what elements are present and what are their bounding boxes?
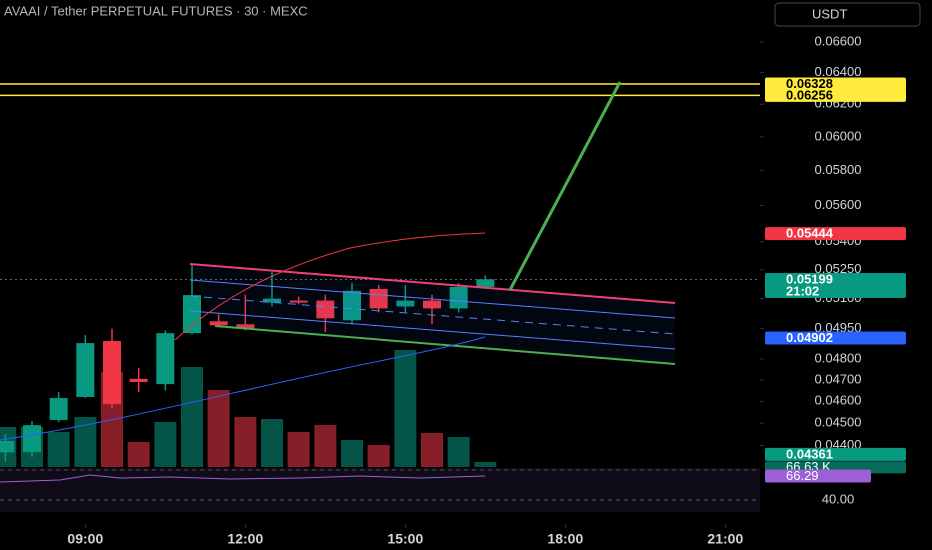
candle-body xyxy=(76,343,95,397)
rsi-band xyxy=(0,468,760,512)
volume-bar xyxy=(447,436,470,467)
rsi-label: 66.29 xyxy=(786,468,819,483)
price-label: 0.05199 xyxy=(786,271,833,286)
y-tick-label: 0.05250 xyxy=(815,261,862,276)
volume-bar xyxy=(234,416,257,467)
y-tick-label: 0.05800 xyxy=(815,162,862,177)
y-tick-label: 0.05600 xyxy=(815,197,862,212)
y-tick-label: 0.04800 xyxy=(815,350,862,365)
currency-box[interactable] xyxy=(774,2,921,27)
candle-body xyxy=(129,378,148,383)
price-label: 0.04902 xyxy=(786,330,833,345)
volume-bar xyxy=(181,366,203,467)
channel-bottom xyxy=(214,325,676,365)
x-tick-label: 09:00 xyxy=(67,531,103,547)
ma-line xyxy=(0,336,486,441)
candle-body xyxy=(396,300,415,307)
y-tick-label: 0.04600 xyxy=(815,393,862,408)
volume-bar xyxy=(341,440,363,467)
currency[interactable]: USDT xyxy=(812,6,847,21)
volume-bar xyxy=(74,416,97,467)
x-tick-label: 21:00 xyxy=(707,531,743,547)
channel-inner xyxy=(189,310,676,350)
volume-bar xyxy=(207,390,230,467)
candle-body xyxy=(23,425,41,453)
volume-bar xyxy=(367,444,390,467)
price-label: 0.04361 xyxy=(786,446,833,461)
price-label: 0.06256 xyxy=(786,87,833,102)
candle-body xyxy=(236,324,255,329)
y-tick-label: 0.06400 xyxy=(815,64,862,79)
price-label-box xyxy=(765,272,906,298)
volume-bar xyxy=(47,431,70,467)
volume-bar xyxy=(314,424,337,467)
channel-top xyxy=(189,263,676,304)
x-tick-label: 12:00 xyxy=(227,531,263,547)
channel-mid xyxy=(189,295,676,335)
candle-body xyxy=(449,286,468,309)
price-label-box xyxy=(765,227,906,241)
price-countdown: 21:02 xyxy=(786,283,819,298)
candle-body xyxy=(423,300,441,309)
y-tick-label: 0.04500 xyxy=(815,415,862,430)
rsi-line xyxy=(0,474,486,483)
candle-body xyxy=(183,295,201,334)
candle-body xyxy=(49,398,68,421)
candle-body xyxy=(156,333,175,385)
candle-body xyxy=(289,300,308,303)
candle-body xyxy=(0,440,15,453)
x-tick-label: 18:00 xyxy=(547,531,583,547)
volume-bar xyxy=(394,350,417,467)
projection-line xyxy=(508,81,622,291)
price-label-box xyxy=(765,447,906,461)
candle-body xyxy=(316,300,335,319)
band-line xyxy=(174,232,486,341)
y-tick-label: 0.06000 xyxy=(815,128,862,143)
channel-inner xyxy=(189,279,676,319)
rsi-label-box xyxy=(765,469,871,483)
candle-body xyxy=(263,298,281,303)
price-label: 0.06328 xyxy=(786,76,833,91)
volume-bar xyxy=(287,431,310,467)
volume-bar xyxy=(154,421,177,467)
y-tick-label: 0.06600 xyxy=(815,34,862,49)
volume-bar xyxy=(127,441,150,467)
price-label-box xyxy=(765,88,906,102)
rsi-tick-label: 40.00 xyxy=(822,491,855,506)
volume-bar xyxy=(261,419,283,467)
plot: 0.066000.064000.062000.060000.058000.056… xyxy=(0,34,906,547)
candle-body xyxy=(343,290,361,321)
price-label-box xyxy=(765,77,906,91)
candle-body xyxy=(476,279,495,287)
y-tick-label: 0.04950 xyxy=(815,320,862,335)
candle-body xyxy=(103,341,121,405)
y-tick-label: 0.04700 xyxy=(815,371,862,386)
candle-body xyxy=(369,288,388,309)
x-tick-label: 15:00 xyxy=(387,531,423,547)
candle-body xyxy=(209,321,228,326)
price-label: 0.05444 xyxy=(786,226,834,241)
price-label-box xyxy=(765,331,906,345)
volume-bar xyxy=(474,461,497,467)
chart-title: AVAAI / Tether PERPETUAL FUTURES · 30 · … xyxy=(4,3,308,18)
volume-bar xyxy=(421,433,443,467)
